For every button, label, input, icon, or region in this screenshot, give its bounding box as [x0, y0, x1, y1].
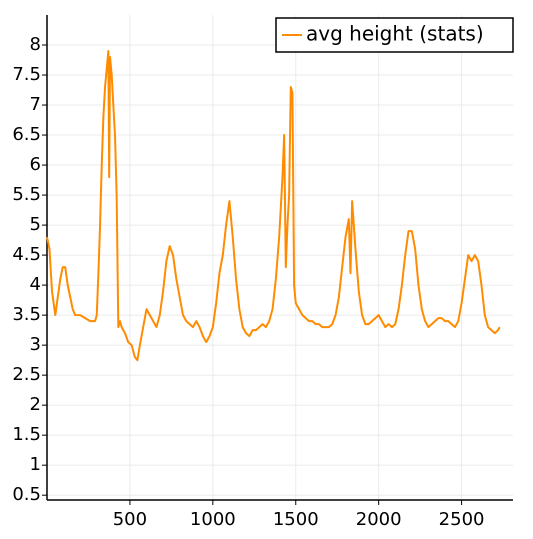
y-tick-label: 1.5: [12, 424, 41, 445]
y-tick-label: 3: [30, 334, 41, 355]
y-tick-label: 0.5: [12, 484, 41, 505]
y-tick-label: 8: [30, 34, 41, 55]
y-tick-label: 5.5: [12, 184, 41, 205]
x-tick-label: 500: [113, 509, 147, 530]
y-tick-label: 2: [30, 394, 41, 415]
x-tick-label: 1000: [190, 509, 236, 530]
y-tick-label: 7.5: [12, 64, 41, 85]
line-series: [46, 50, 501, 362]
legend-label: avg height (stats): [306, 22, 484, 46]
x-tick-label: 1500: [273, 509, 319, 530]
y-tick-label: 6: [30, 154, 41, 175]
x-tick-label: 2500: [439, 509, 485, 530]
y-tick-label: 4.5: [12, 244, 41, 265]
y-tick-label: 1: [30, 454, 41, 475]
y-tick-label: 4: [30, 274, 41, 295]
x-tick-label: 2000: [356, 509, 402, 530]
y-tick-label: 7: [30, 94, 41, 115]
y-tick-label: 3.5: [12, 304, 41, 325]
y-tick-label: 5: [30, 214, 41, 235]
legend-box: [275, 17, 514, 53]
y-tick-label: 6.5: [12, 124, 41, 145]
y-tick-label: 2.5: [12, 364, 41, 385]
